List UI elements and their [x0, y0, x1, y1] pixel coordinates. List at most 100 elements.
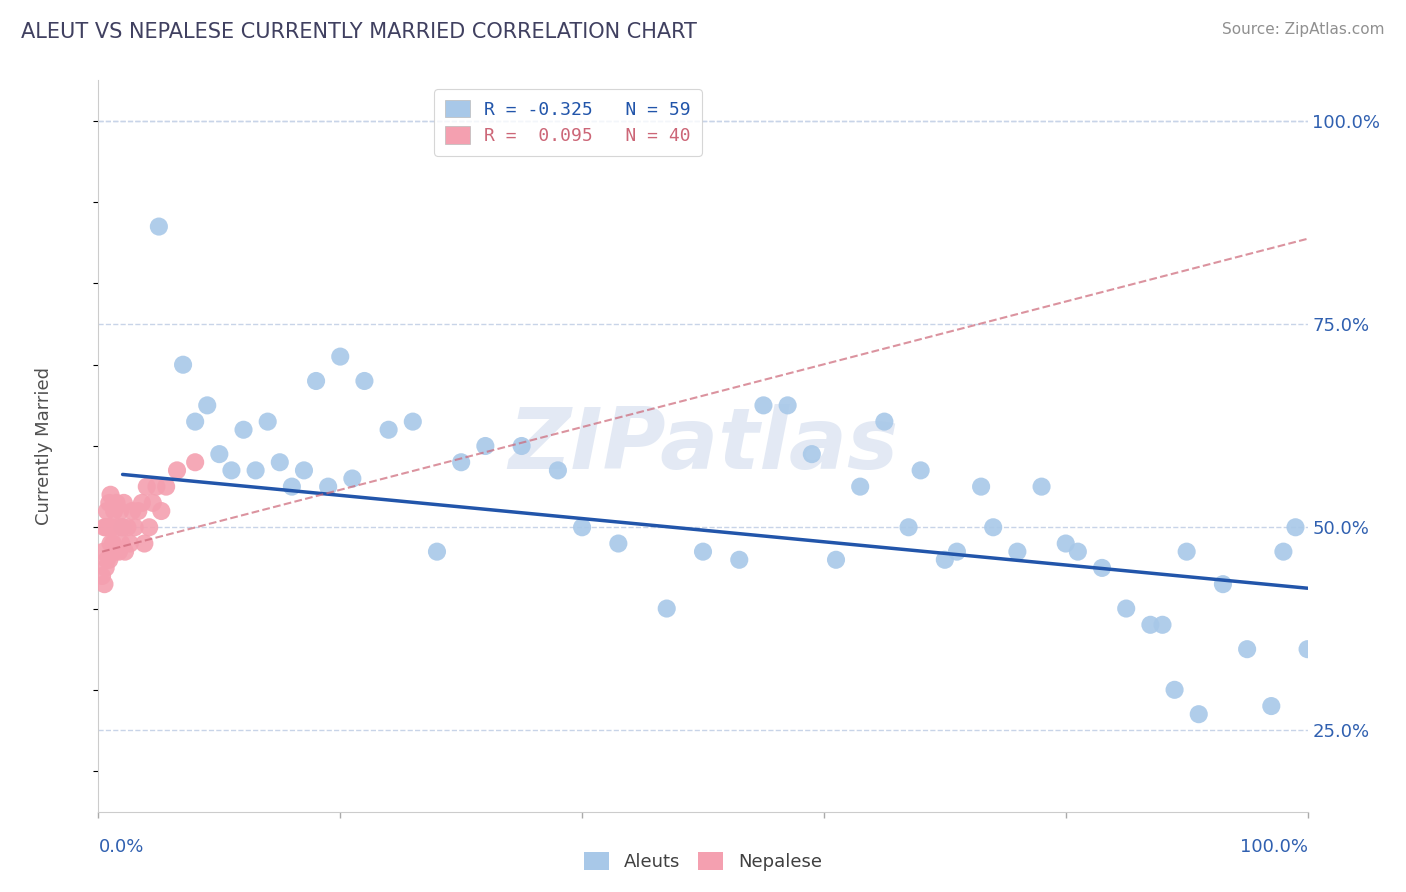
Point	[111, 520, 134, 534]
Point	[100, 488, 122, 502]
Point	[124, 520, 146, 534]
Point	[93, 520, 115, 534]
Point	[91, 544, 114, 558]
Point	[1175, 544, 1198, 558]
Point	[1152, 617, 1174, 632]
Point	[103, 504, 125, 518]
Point	[108, 544, 131, 558]
Text: 100.0%: 100.0%	[1240, 838, 1308, 856]
Point	[377, 423, 399, 437]
Text: Currently Married: Currently Married	[35, 367, 53, 525]
Point	[800, 447, 823, 461]
Point	[155, 480, 177, 494]
Point	[1067, 544, 1090, 558]
Point	[145, 480, 167, 494]
Point	[98, 496, 121, 510]
Point	[172, 358, 194, 372]
Legend: Aleuts, Nepalese: Aleuts, Nepalese	[576, 846, 830, 879]
Text: Source: ZipAtlas.com: Source: ZipAtlas.com	[1222, 22, 1385, 37]
Point	[474, 439, 496, 453]
Point	[1054, 536, 1077, 550]
Point	[571, 520, 593, 534]
Point	[316, 480, 339, 494]
Text: ZIPatlas: ZIPatlas	[508, 404, 898, 488]
Point	[94, 561, 117, 575]
Point	[96, 504, 118, 518]
Point	[1236, 642, 1258, 657]
Point	[1031, 480, 1053, 494]
Point	[1260, 699, 1282, 714]
Point	[692, 544, 714, 558]
Point	[111, 520, 134, 534]
Point	[110, 536, 132, 550]
Point	[117, 520, 139, 534]
Point	[1007, 544, 1029, 558]
Point	[232, 423, 254, 437]
Point	[104, 544, 127, 558]
Point	[135, 480, 157, 494]
Point	[150, 504, 173, 518]
Point	[96, 553, 118, 567]
Point	[1212, 577, 1234, 591]
Point	[100, 520, 122, 534]
Point	[728, 553, 751, 567]
Text: 0.0%: 0.0%	[98, 838, 143, 856]
Point	[148, 219, 170, 234]
Point	[1188, 707, 1211, 722]
Point	[402, 415, 425, 429]
Point	[131, 496, 153, 510]
Point	[245, 463, 267, 477]
Point	[94, 520, 117, 534]
Point	[208, 447, 231, 461]
Point	[97, 520, 120, 534]
Point	[426, 544, 449, 558]
Text: ALEUT VS NEPALESE CURRENTLY MARRIED CORRELATION CHART: ALEUT VS NEPALESE CURRENTLY MARRIED CORR…	[21, 22, 697, 42]
Point	[510, 439, 533, 453]
Point	[849, 480, 872, 494]
Point	[353, 374, 375, 388]
Point	[281, 480, 304, 494]
Point	[1091, 561, 1114, 575]
Point	[138, 520, 160, 534]
Point	[184, 455, 207, 469]
Point	[142, 496, 165, 510]
Point	[195, 398, 218, 412]
Point	[1163, 682, 1185, 697]
Point	[105, 496, 128, 510]
Point	[776, 398, 799, 412]
Point	[118, 536, 141, 550]
Point	[607, 536, 630, 550]
Point	[897, 520, 920, 534]
Point	[91, 569, 114, 583]
Point	[946, 544, 969, 558]
Point	[292, 463, 315, 477]
Point	[910, 463, 932, 477]
Point	[342, 471, 364, 485]
Point	[981, 520, 1004, 534]
Point	[256, 415, 278, 429]
Point	[1139, 617, 1161, 632]
Point	[134, 536, 156, 550]
Point	[1284, 520, 1306, 534]
Point	[1296, 642, 1319, 657]
Point	[547, 463, 569, 477]
Point	[121, 504, 143, 518]
Point	[752, 398, 775, 412]
Point	[873, 415, 896, 429]
Point	[825, 553, 848, 567]
Point	[221, 463, 243, 477]
Point	[101, 536, 124, 550]
Point	[98, 553, 121, 567]
Point	[269, 455, 291, 469]
Point	[970, 480, 993, 494]
Point	[100, 536, 122, 550]
Point	[107, 520, 129, 534]
Point	[1272, 544, 1295, 558]
Point	[1115, 601, 1137, 615]
Point	[112, 496, 135, 510]
Point	[184, 415, 207, 429]
Point	[127, 504, 149, 518]
Point	[655, 601, 678, 615]
Point	[93, 577, 115, 591]
Point	[108, 504, 131, 518]
